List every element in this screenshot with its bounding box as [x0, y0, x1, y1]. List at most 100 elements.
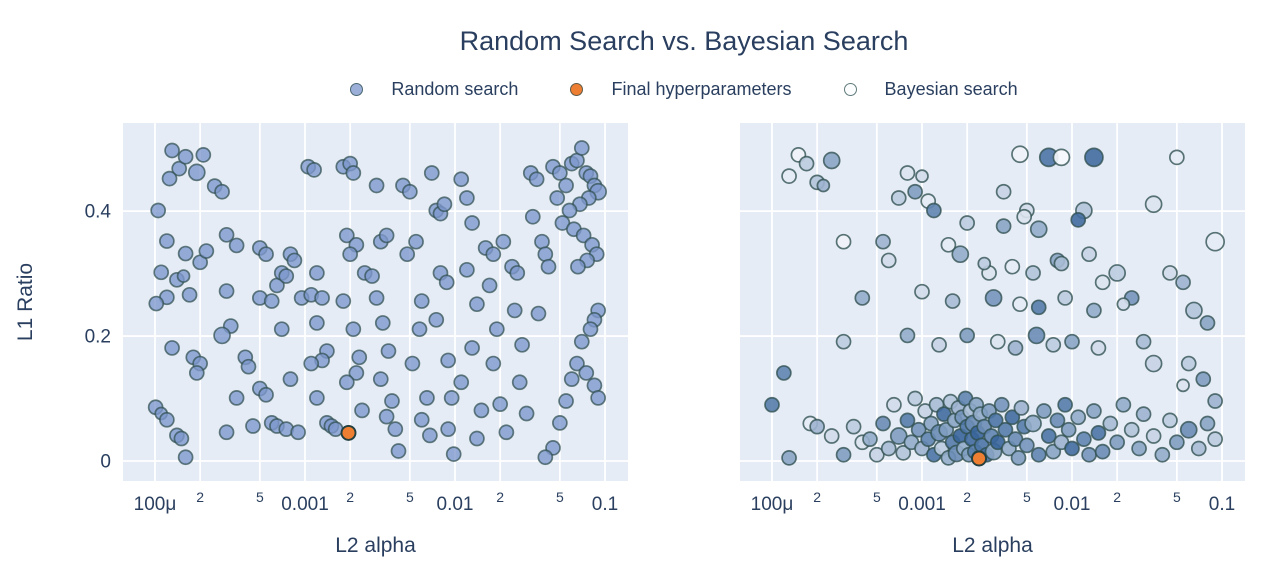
- scatter-point-random[interactable]: [195, 147, 212, 163]
- legend-item-final-hyperparameters[interactable]: Final hyperparameters: [570, 79, 792, 100]
- scatter-point-bayesian[interactable]: [1090, 340, 1107, 356]
- scatter-point-random[interactable]: [148, 295, 165, 312]
- scatter-point-random[interactable]: [378, 408, 395, 425]
- scatter-point-random[interactable]: [436, 196, 453, 213]
- scatter-point-bayesian[interactable]: [1064, 333, 1080, 350]
- scatter-point-random[interactable]: [228, 390, 245, 406]
- legend-item-bayesian-search[interactable]: Bayesian search: [843, 79, 1018, 100]
- scatter-point-random[interactable]: [464, 215, 480, 231]
- scatter-point-bayesian[interactable]: [1176, 378, 1190, 393]
- scatter-point-random[interactable]: [171, 160, 188, 177]
- scatter-point-random[interactable]: [263, 293, 280, 309]
- scatter-point-bayesian[interactable]: [764, 396, 780, 413]
- scatter-point-random[interactable]: [563, 371, 580, 388]
- scatter-point-random[interactable]: [540, 258, 557, 275]
- scatter-point-bayesian[interactable]: [1169, 434, 1185, 451]
- scatter-point-bayesian[interactable]: [862, 431, 878, 447]
- scatter-point-random[interactable]: [342, 246, 359, 263]
- scatter-point-random[interactable]: [173, 430, 190, 447]
- scatter-point-random[interactable]: [372, 371, 389, 388]
- scatter-point-bayesian[interactable]: [875, 233, 891, 250]
- scatter-point-bayesian[interactable]: [1040, 428, 1057, 444]
- scatter-point-bayesian[interactable]: [1010, 450, 1027, 466]
- scatter-point-random[interactable]: [570, 258, 586, 275]
- scatter-point-bayesian[interactable]: [895, 445, 912, 461]
- scatter-point-bayesian[interactable]: [997, 421, 1014, 438]
- scatter-point-random[interactable]: [422, 427, 438, 444]
- scatter-point-random[interactable]: [159, 411, 175, 428]
- scatter-point-bayesian[interactable]: [1205, 231, 1226, 252]
- scatter-point-bayesian[interactable]: [1019, 437, 1035, 454]
- scatter-point-bayesian[interactable]: [989, 333, 1006, 350]
- scatter-point-bayesian[interactable]: [959, 215, 976, 231]
- scatter-point-random[interactable]: [309, 315, 325, 331]
- scatter-point-random[interactable]: [327, 421, 344, 437]
- scatter-point-bayesian[interactable]: [959, 327, 976, 344]
- scatter-point-random[interactable]: [214, 183, 230, 200]
- scatter-point-random[interactable]: [561, 202, 578, 219]
- scatter-point-bayesian[interactable]: [1084, 147, 1104, 168]
- scatter-point-bayesian[interactable]: [995, 218, 1012, 234]
- scatter-point-bayesian[interactable]: [1024, 414, 1042, 433]
- scatter-point-random[interactable]: [473, 402, 490, 419]
- scatter-point-bayesian[interactable]: [822, 151, 841, 170]
- scatter-point-random[interactable]: [552, 165, 568, 181]
- scatter-point-bayesian[interactable]: [1030, 299, 1047, 316]
- scatter-point-bayesian[interactable]: [1060, 421, 1077, 438]
- scatter-point-bayesian[interactable]: [1108, 264, 1127, 282]
- scatter-point-random[interactable]: [423, 165, 440, 181]
- scatter-point-random[interactable]: [282, 371, 299, 388]
- scatter-point-random[interactable]: [459, 261, 475, 278]
- scatter-point-bayesian[interactable]: [1012, 296, 1028, 313]
- scatter-point-bayesian[interactable]: [845, 418, 862, 435]
- scatter-point-random[interactable]: [387, 421, 404, 437]
- scatter-point-bayesian[interactable]: [1025, 265, 1041, 281]
- scatter-point-bayesian[interactable]: [854, 290, 871, 306]
- scatter-point-bayesian[interactable]: [1090, 425, 1107, 441]
- scatter-point-bayesian[interactable]: [1086, 302, 1102, 319]
- scatter-point-random[interactable]: [176, 269, 191, 283]
- scatter-point-random[interactable]: [408, 233, 424, 250]
- scatter-point-random[interactable]: [428, 311, 445, 328]
- scatter-point-bayesian[interactable]: [1064, 440, 1080, 457]
- scatter-point-random[interactable]: [351, 349, 368, 366]
- scatter-point-bayesian[interactable]: [926, 202, 942, 219]
- legend-item-random-search[interactable]: Random search: [350, 79, 518, 100]
- scatter-point-bayesian[interactable]: [1207, 393, 1224, 409]
- scatter-point-random[interactable]: [530, 305, 547, 322]
- scatter-point-bayesian[interactable]: [907, 183, 923, 200]
- scatter-point-bayesian[interactable]: [977, 256, 992, 271]
- scatter-point-random[interactable]: [411, 321, 428, 338]
- scatter-point-random[interactable]: [335, 293, 352, 309]
- scatter-point-random[interactable]: [558, 177, 574, 194]
- scatter-point-random[interactable]: [273, 321, 290, 338]
- scatter-point-random[interactable]: [590, 390, 607, 406]
- scatter-point-random[interactable]: [188, 365, 205, 381]
- scatter-point-bayesian[interactable]: [1195, 371, 1212, 388]
- scatter-point-random[interactable]: [338, 374, 355, 391]
- scatter-point-bayesian[interactable]: [1154, 446, 1171, 463]
- scatter-point-random[interactable]: [187, 163, 206, 182]
- scatter-point-random[interactable]: [453, 374, 470, 391]
- scatter-point-bayesian[interactable]: [1057, 290, 1073, 306]
- scatter-point-bayesian[interactable]: [1179, 420, 1198, 439]
- scatter-point-bayesian[interactable]: [890, 190, 907, 206]
- scatter-point-random[interactable]: [218, 226, 235, 243]
- scatter-point-random[interactable]: [509, 265, 526, 281]
- scatter-point-random[interactable]: [153, 264, 170, 281]
- scatter-point-random[interactable]: [469, 430, 485, 447]
- scatter-point-bayesian[interactable]: [823, 428, 840, 444]
- scatter-point-bayesian[interactable]: [880, 252, 897, 269]
- scatter-point-bayesian[interactable]: [1036, 403, 1052, 419]
- scatter-point-random[interactable]: [569, 355, 585, 372]
- scatter-point-random[interactable]: [413, 411, 430, 428]
- scatter-point-bayesian[interactable]: [951, 245, 970, 264]
- scatter-point-bayesian[interactable]: [1144, 195, 1163, 214]
- scatter-point-random[interactable]: [150, 202, 167, 219]
- scatter-point-random[interactable]: [528, 171, 545, 188]
- scatter-point-random[interactable]: [218, 283, 235, 299]
- scatter-point-random[interactable]: [303, 355, 320, 372]
- scatter-point-bayesian[interactable]: [1070, 211, 1087, 228]
- scatter-point-bayesian[interactable]: [1145, 428, 1162, 444]
- scatter-point-random[interactable]: [384, 393, 400, 409]
